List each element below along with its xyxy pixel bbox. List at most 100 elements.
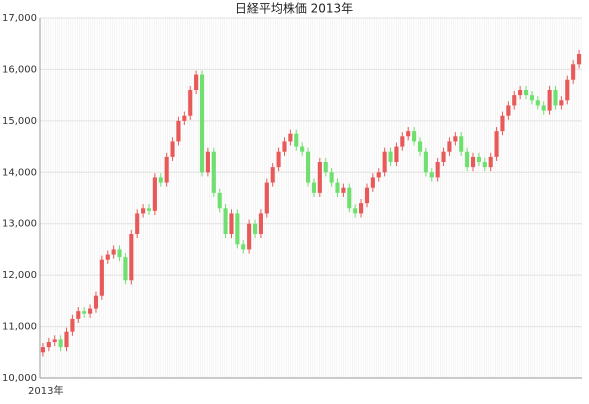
candle-body (76, 311, 81, 319)
candle-body (447, 141, 452, 152)
candle-body (241, 244, 246, 250)
candle-body (176, 120, 181, 142)
candle-body (64, 331, 69, 348)
candle-body (152, 177, 157, 211)
candle-body (535, 100, 540, 106)
candle-body (559, 100, 564, 106)
candle-body (170, 141, 175, 157)
candle-body (341, 187, 346, 193)
candle-body (264, 182, 269, 214)
candle-body (412, 131, 417, 142)
candle-body (294, 133, 299, 147)
candle-body (571, 64, 576, 80)
y-tick-label: 12,000 (2, 270, 37, 281)
candle-body (235, 213, 240, 245)
y-tick-label: 17,000 (2, 13, 37, 24)
candle-body (182, 115, 187, 121)
candle-body (311, 182, 317, 193)
candle-body (270, 167, 275, 183)
candle-body (164, 156, 169, 183)
candle-body (188, 90, 193, 116)
plot-background (40, 18, 582, 378)
candle-body (70, 318, 75, 332)
candle-body (470, 156, 476, 168)
candle-body (459, 136, 464, 152)
candle-body (276, 151, 281, 168)
candle-body (541, 105, 546, 111)
candle-body (99, 259, 104, 296)
candle-body (512, 95, 517, 106)
candle-body (435, 162, 440, 178)
candle-body (518, 90, 523, 96)
candle-body (205, 151, 210, 173)
candle-body (423, 151, 428, 173)
candle-body (247, 223, 252, 250)
y-tick-label: 11,000 (2, 322, 37, 333)
y-tick-label: 16,000 (2, 64, 37, 75)
candle-body (500, 115, 505, 132)
candle-body (494, 131, 499, 157)
candle-body (135, 213, 140, 234)
candle-body (529, 95, 534, 101)
candle-body (141, 208, 146, 214)
candle-body (282, 141, 287, 152)
candle-body (46, 342, 51, 348)
candle-body (217, 192, 222, 209)
candle-body (252, 223, 258, 234)
candle-body (82, 311, 87, 314)
candle-body (359, 203, 364, 214)
y-tick-label: 13,000 (2, 219, 37, 230)
x-axis-label: 2013年 (28, 384, 63, 397)
candle-body (382, 151, 387, 173)
y-tick-label: 15,000 (2, 116, 37, 127)
candle-body (465, 151, 470, 168)
candle-body (388, 151, 393, 162)
y-tick-label: 14,000 (2, 167, 37, 178)
candle-body (506, 105, 511, 116)
candle-body (400, 136, 405, 147)
candle-body (93, 295, 99, 309)
candle-body (229, 213, 234, 234)
candle-body (335, 182, 340, 193)
candle-body (158, 177, 163, 183)
candle-body (429, 172, 434, 178)
candle-body (58, 339, 63, 348)
candle-body (111, 249, 116, 255)
candle-body (370, 177, 375, 188)
candle-body (258, 213, 263, 234)
candle-body (376, 172, 381, 178)
candle-body (488, 156, 493, 168)
candle-body (52, 339, 57, 342)
candle-body (88, 308, 93, 314)
candle-body (40, 347, 46, 353)
candle-body (211, 151, 216, 193)
candle-body (547, 90, 552, 111)
candle-body (441, 151, 446, 162)
candle-body (347, 187, 352, 209)
candle-body (300, 146, 305, 152)
candle-body (146, 208, 152, 211)
candle-body (553, 90, 558, 106)
candle-body (394, 146, 399, 162)
candle-body (105, 254, 110, 260)
candle-body (482, 162, 487, 168)
candle-body (565, 79, 570, 101)
candle-body (329, 172, 334, 183)
candle-body (476, 156, 481, 162)
candle-body (199, 74, 205, 173)
chart-title: 日経平均株価 2013年 (235, 1, 353, 16)
candle-body (129, 234, 134, 281)
candle-body (317, 162, 322, 193)
candle-body (305, 151, 311, 183)
candle-body (223, 208, 228, 234)
candle-body (417, 141, 423, 152)
candle-body (123, 257, 128, 281)
y-tick-label: 10,000 (2, 373, 37, 384)
candle-body (117, 249, 122, 258)
candle-body (353, 208, 358, 214)
candle-body (323, 162, 328, 173)
candle-body (453, 136, 458, 142)
candle-body (406, 131, 411, 137)
